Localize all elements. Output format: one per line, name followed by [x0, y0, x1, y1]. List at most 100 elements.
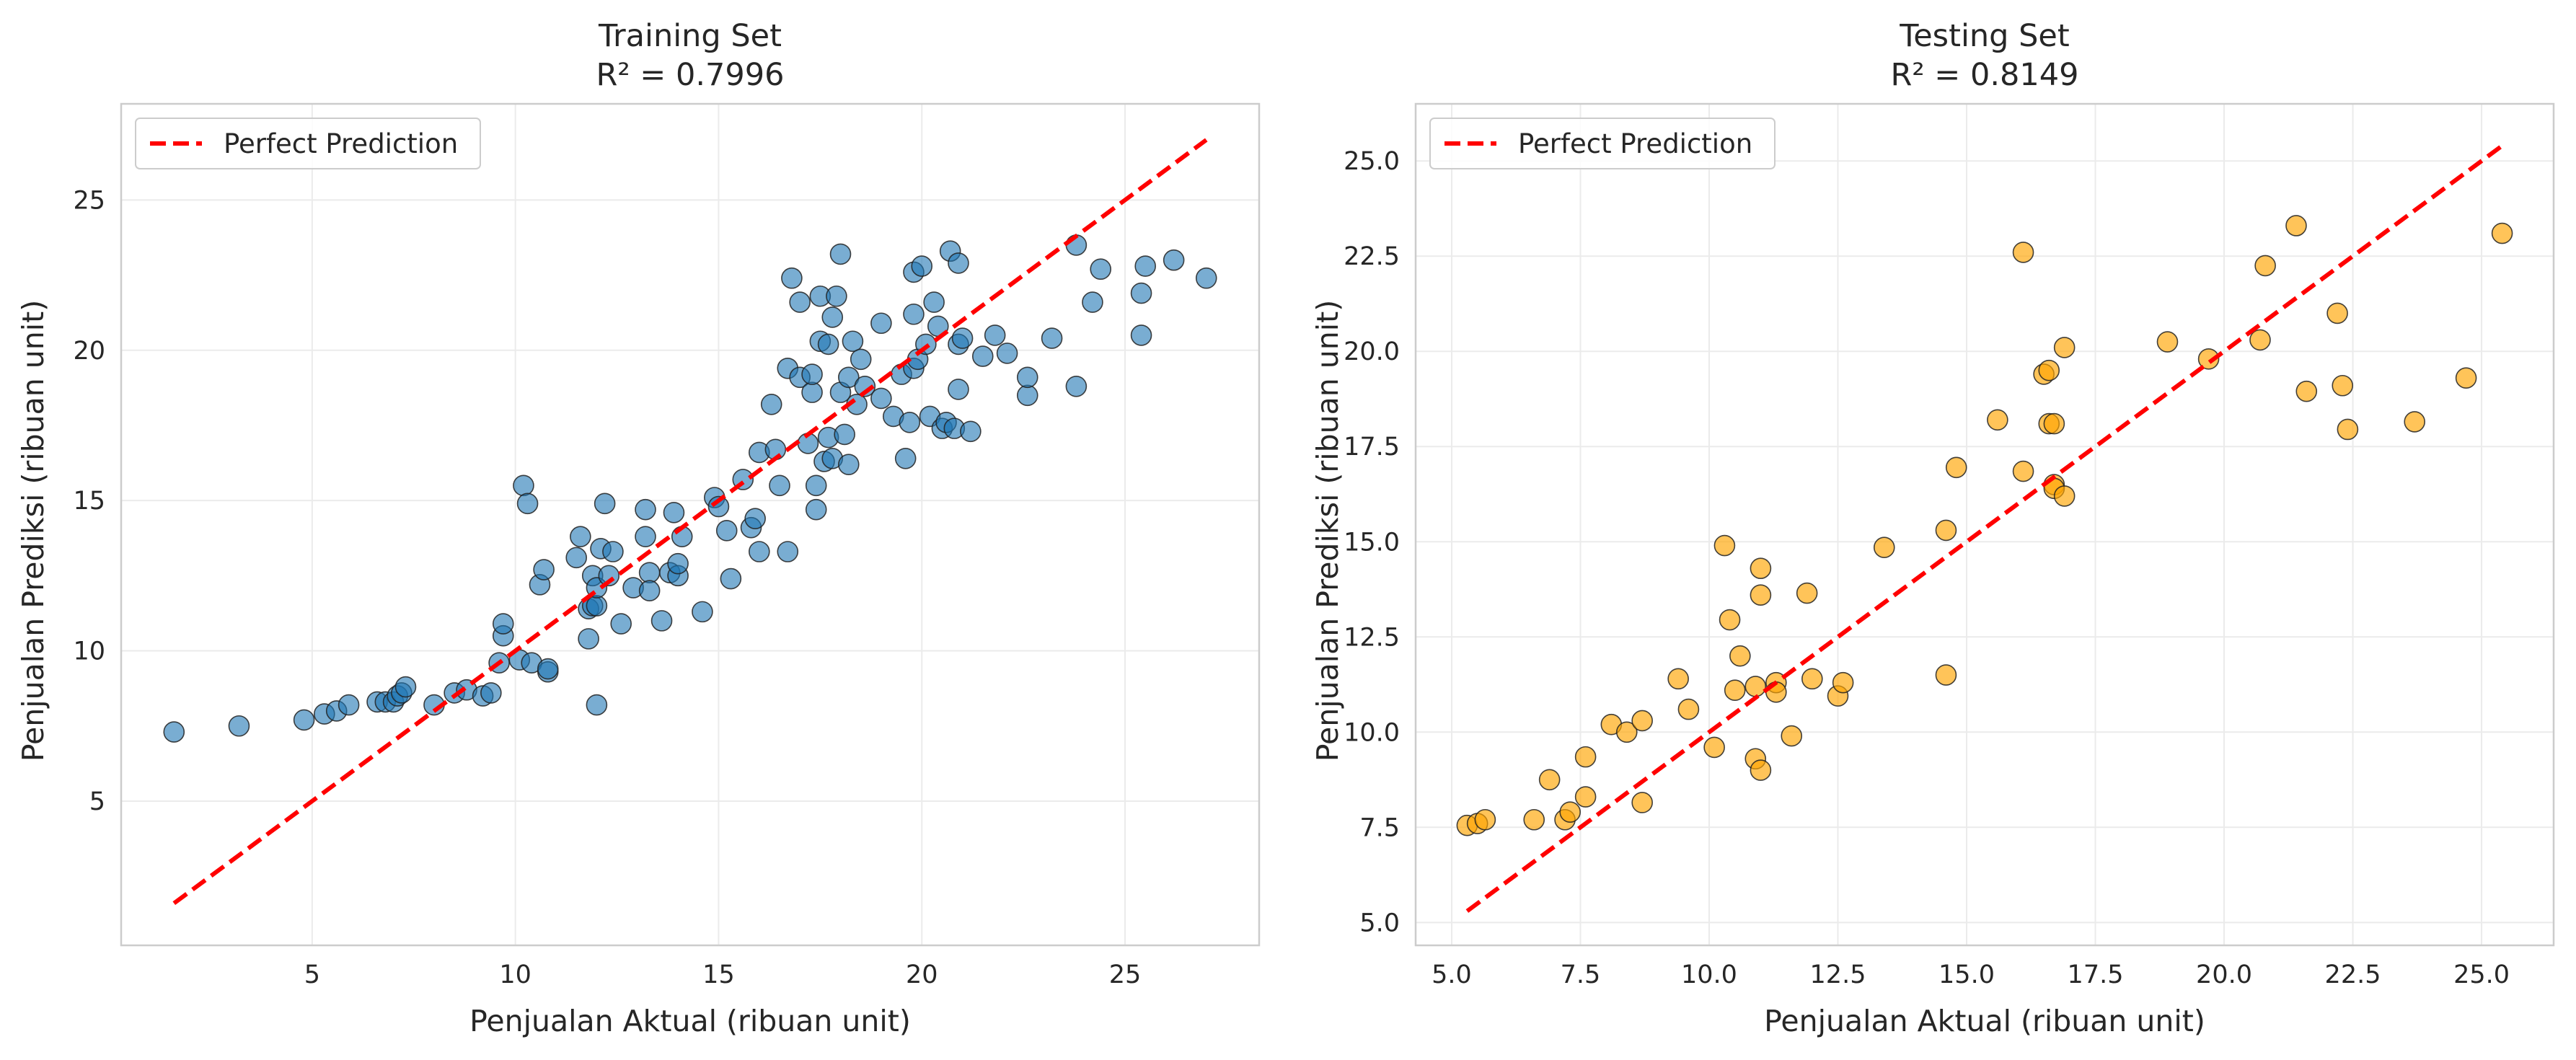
training-data-point	[1082, 291, 1103, 313]
training-data-point	[516, 493, 539, 515]
training-data-point	[801, 363, 823, 385]
testing-data-point	[1801, 668, 1823, 690]
training-data-point	[899, 411, 921, 433]
testing-data-point	[2326, 302, 2348, 324]
training-x-tick-label: 20	[906, 960, 938, 989]
training-set-panel: Training Set R² = 0.7996 Penjualan Aktua…	[16, 18, 1261, 1038]
testing-legend-box	[1429, 118, 1776, 169]
testing-y-tick-label: 25.0	[1344, 147, 1400, 176]
testing-data-point	[1832, 671, 1854, 694]
training-data-point	[570, 526, 591, 547]
testing-y-tick-label: 12.5	[1344, 623, 1400, 652]
training-data-point	[948, 252, 969, 274]
training-data-point	[826, 285, 847, 307]
testing-x-tick-label: 7.5	[1561, 960, 1601, 989]
training-data-point	[594, 493, 616, 515]
training-x-axis-label: Penjualan Aktual (ribuan unit)	[469, 1004, 911, 1038]
training-perfect-prediction-line	[172, 138, 1208, 906]
training-data-point	[777, 541, 799, 562]
testing-data-point	[2012, 460, 2034, 482]
testing-data-point	[2285, 215, 2307, 237]
testing-x-tick-label: 10.0	[1681, 960, 1737, 989]
training-data-point	[842, 330, 864, 353]
testing-data-point	[1703, 736, 1725, 759]
training-data-point	[829, 243, 852, 265]
testing-data-point	[2404, 411, 2426, 433]
training-data-point	[821, 306, 844, 328]
training-x-tick-label: 15	[702, 960, 735, 989]
testing-y-tick-label: 10.0	[1344, 718, 1400, 747]
testing-data-point	[1631, 710, 1653, 732]
testing-x-tick-label: 15.0	[1938, 960, 1995, 989]
training-data-point	[338, 694, 360, 716]
testing-data-point	[1935, 519, 1957, 542]
testing-data-point	[1750, 584, 1772, 606]
training-data-point	[586, 595, 608, 617]
training-data-point	[837, 366, 860, 389]
testing-data-point	[1615, 721, 1638, 743]
testing-title: Testing Set	[1899, 18, 2069, 54]
testing-legend: Perfect Prediction	[1429, 118, 1776, 169]
training-data-point	[870, 312, 892, 335]
training-y-tick-label: 15	[73, 487, 105, 516]
testing-data-point	[2332, 374, 2354, 397]
testing-data-point	[1987, 409, 2008, 431]
testing-x-tick-label: 17.5	[2068, 960, 2124, 989]
training-data-point	[163, 721, 185, 743]
training-data-point	[760, 393, 782, 415]
training-data-point	[1090, 258, 1112, 281]
testing-data-point	[1631, 792, 1653, 813]
testing-y-tick-label: 17.5	[1344, 433, 1400, 461]
testing-data-point	[1713, 534, 1736, 557]
testing-data-point	[1781, 725, 1803, 747]
training-data-point	[492, 613, 514, 635]
training-data-point	[837, 454, 860, 475]
training-data-point	[638, 562, 661, 583]
training-data-point	[692, 601, 713, 623]
training-data-point	[1041, 327, 1063, 349]
testing-data-point	[2249, 329, 2271, 351]
training-y-tick-label: 10	[73, 637, 105, 666]
training-data-point	[667, 552, 689, 575]
training-data-point	[720, 567, 742, 590]
training-data-point	[870, 387, 892, 410]
testing-data-point	[2038, 359, 2060, 381]
training-data-point	[715, 520, 738, 542]
training-title: Training Set	[598, 18, 782, 54]
training-data-point	[1016, 384, 1038, 407]
training-data-point	[650, 610, 673, 632]
training-data-point	[781, 267, 803, 289]
testing-data-point	[1935, 664, 1957, 686]
training-data-point	[805, 498, 827, 521]
training-data-point	[749, 541, 770, 562]
training-data-point	[960, 420, 982, 443]
testing-data-point	[1724, 679, 1746, 702]
testing-data-point	[1729, 645, 1751, 667]
training-data-point	[537, 658, 559, 680]
training-y-axis-label: Penjualan Prediksi (ribuan unit)	[16, 300, 50, 761]
training-y-tick-label: 20	[73, 337, 105, 366]
testing-data-point	[1744, 676, 1767, 697]
testing-data-point	[2156, 331, 2179, 353]
testing-data-point	[1574, 786, 1597, 808]
training-x-tick-label: 10	[499, 960, 531, 989]
testing-x-tick-label: 25.0	[2453, 960, 2510, 989]
training-legend-label: Perfect Prediction	[224, 128, 458, 159]
training-data-point	[854, 375, 876, 397]
training-x-tick-label: 25	[1109, 960, 1142, 989]
training-data-point	[1130, 282, 1152, 304]
training-data-point	[228, 715, 250, 737]
testing-data-point	[1667, 668, 1689, 690]
training-data-point	[744, 508, 766, 529]
training-data-point	[638, 580, 661, 601]
training-data-point	[923, 291, 945, 313]
training-legend: Perfect Prediction	[135, 118, 481, 169]
training-data-point	[850, 348, 872, 371]
testing-data-point	[1873, 536, 1895, 558]
training-data-point	[805, 474, 827, 497]
testing-data-point	[2043, 412, 2065, 435]
training-data-point	[789, 291, 811, 313]
testing-data-point	[2337, 418, 2359, 441]
training-data-point	[578, 628, 599, 650]
testing-data-point	[1719, 609, 1741, 631]
